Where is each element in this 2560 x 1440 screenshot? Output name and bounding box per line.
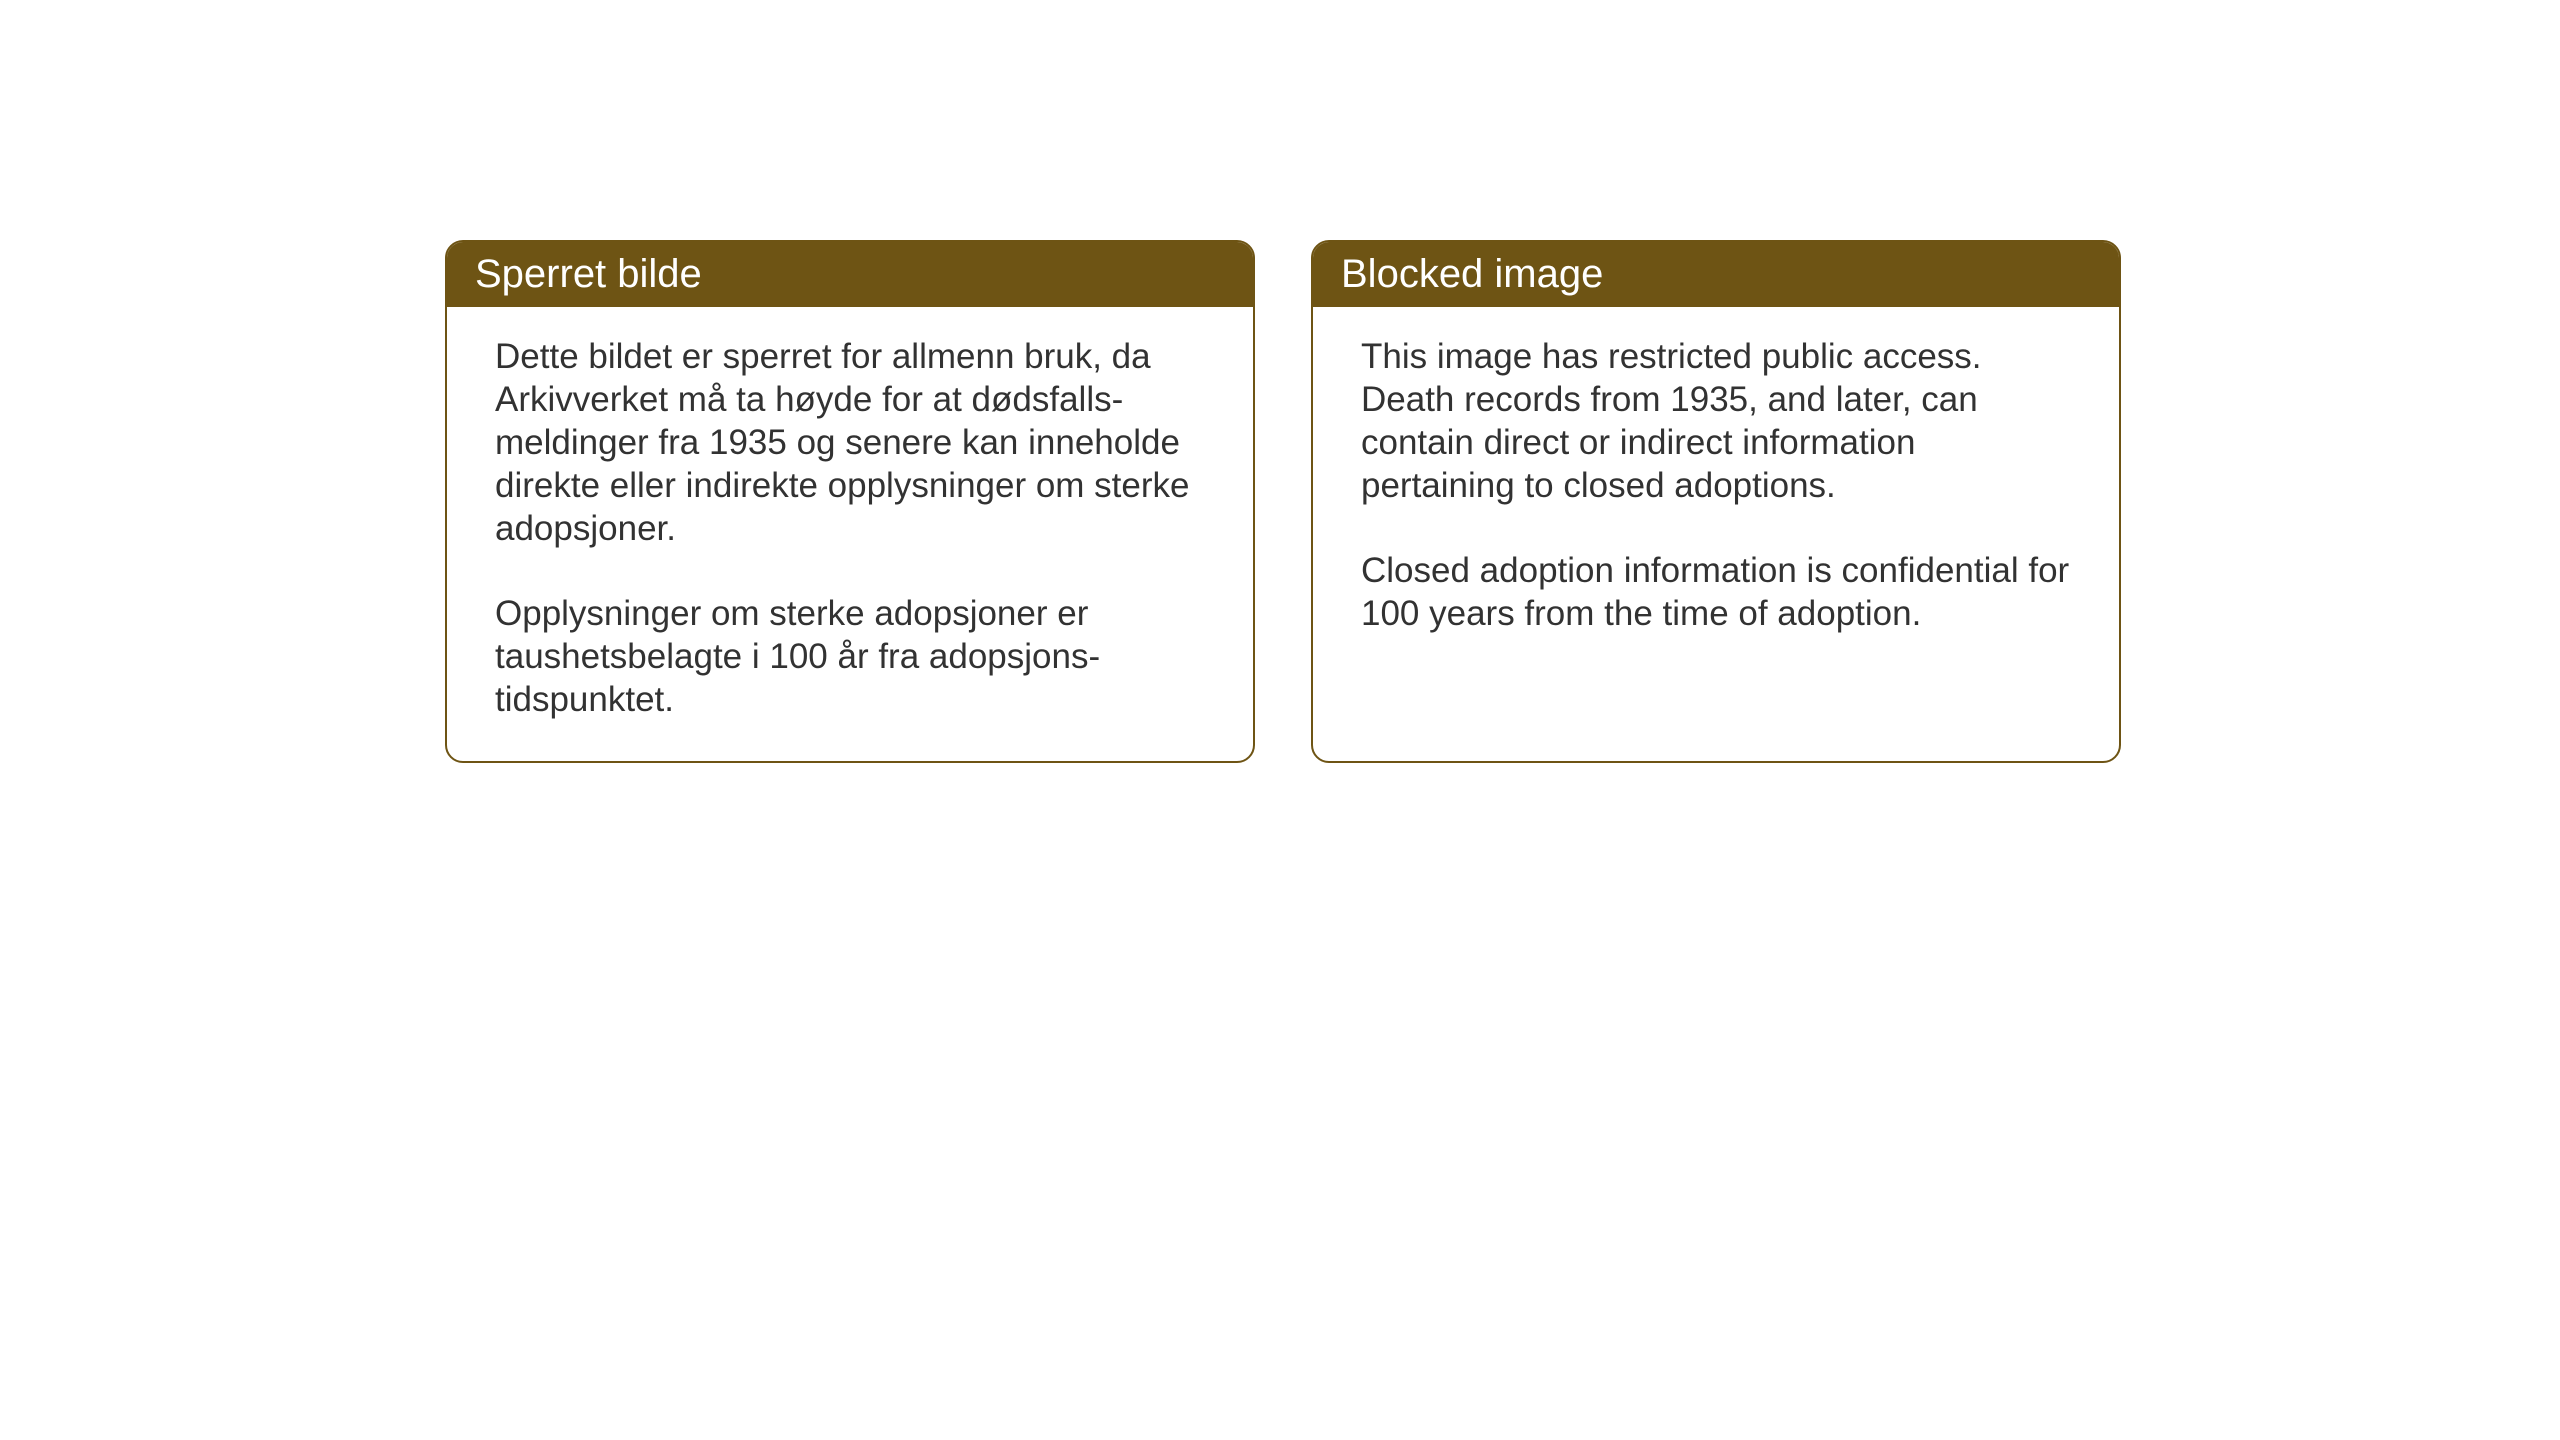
notice-container: Sperret bilde Dette bildet er sperret fo…	[445, 240, 2121, 763]
notice-paragraph: Closed adoption information is confident…	[1361, 549, 2071, 635]
notice-paragraph: This image has restricted public access.…	[1361, 335, 2071, 507]
notice-title-english: Blocked image	[1341, 252, 1603, 296]
notice-card-body: Dette bildet er sperret for allmenn bruk…	[447, 307, 1253, 761]
notice-card-header: Sperret bilde	[447, 242, 1253, 307]
notice-paragraph: Opplysninger om sterke adopsjoner er tau…	[495, 592, 1205, 721]
notice-card-english: Blocked image This image has restricted …	[1311, 240, 2121, 763]
notice-title-norwegian: Sperret bilde	[475, 252, 702, 296]
notice-card-header: Blocked image	[1313, 242, 2119, 307]
notice-card-norwegian: Sperret bilde Dette bildet er sperret fo…	[445, 240, 1255, 763]
notice-card-body: This image has restricted public access.…	[1313, 307, 2119, 675]
notice-paragraph: Dette bildet er sperret for allmenn bruk…	[495, 335, 1205, 550]
